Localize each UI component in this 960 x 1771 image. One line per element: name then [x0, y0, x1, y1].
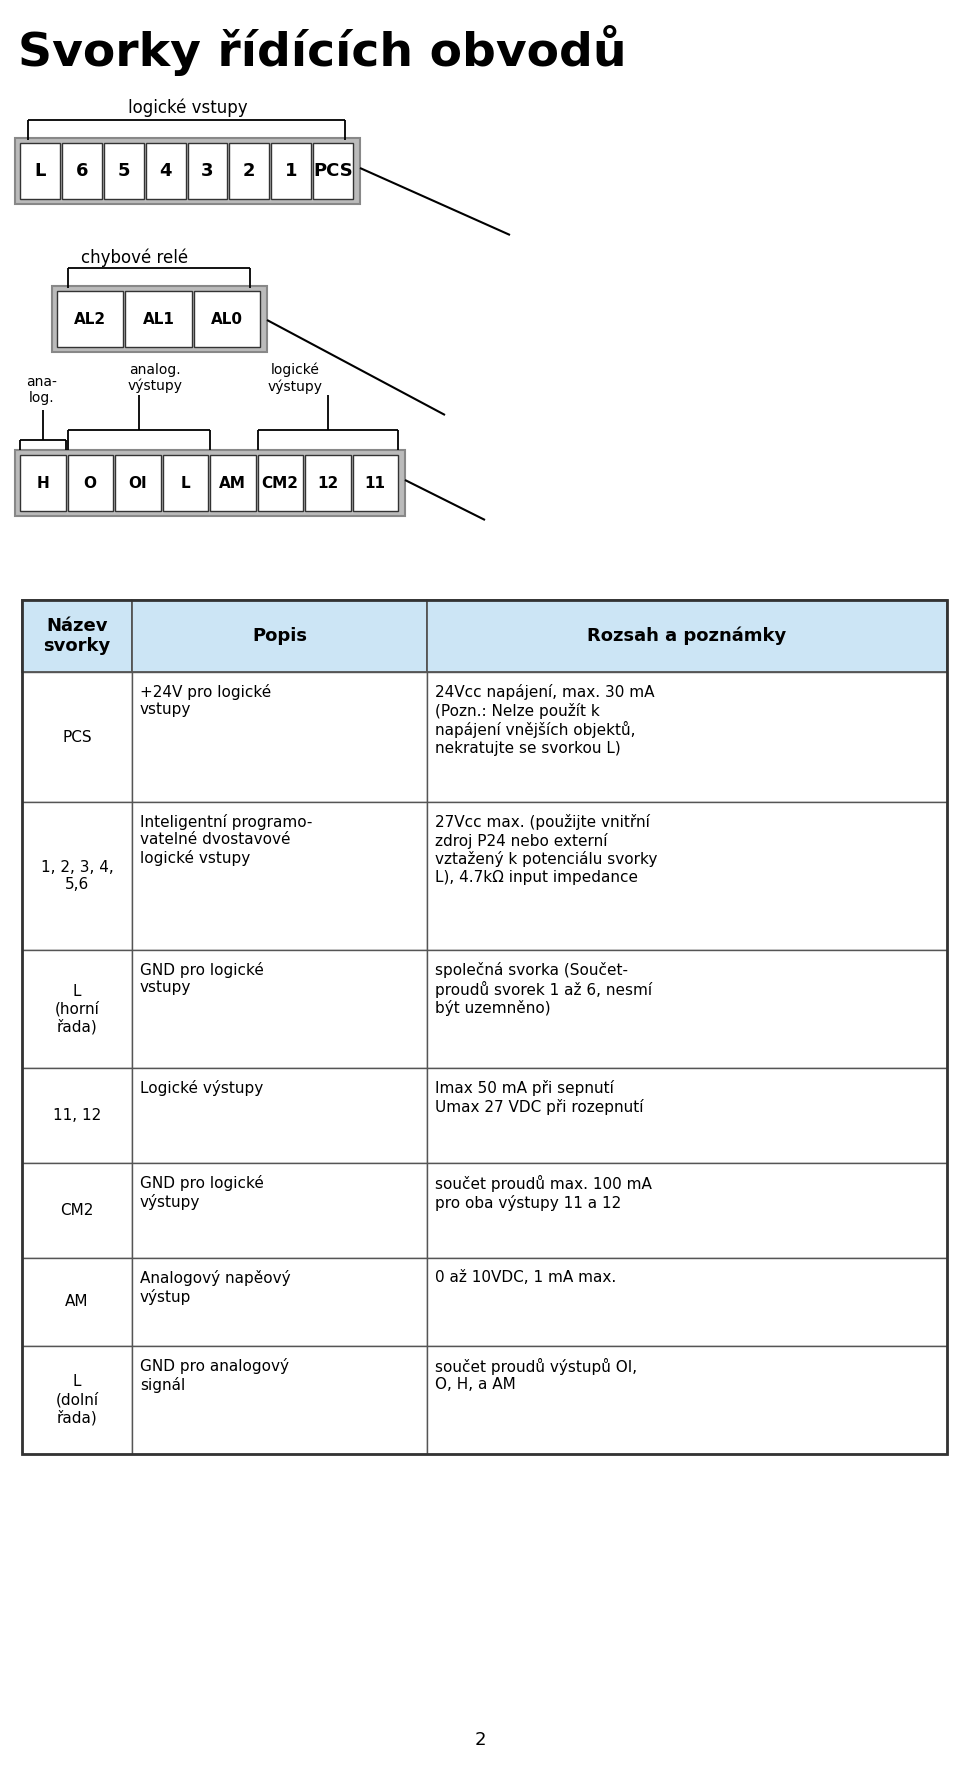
Text: L
(horní
řada): L (horní řada) — [55, 983, 100, 1034]
Bar — [132, 1068, 427, 1164]
Bar — [61, 143, 102, 198]
Bar — [126, 290, 192, 347]
Text: Imax 50 mA při sepnutí
Umax 27 VDC při rozepnutí: Imax 50 mA při sepnutí Umax 27 VDC při r… — [435, 1080, 643, 1114]
Bar — [427, 1257, 947, 1346]
Bar — [22, 1257, 132, 1346]
Text: Rozsah a poznámky: Rozsah a poznámky — [588, 627, 786, 645]
Bar — [305, 455, 350, 512]
Text: O: O — [84, 475, 97, 491]
Bar — [146, 143, 185, 198]
Text: 0 až 10VDC, 1 mA max.: 0 až 10VDC, 1 mA max. — [435, 1270, 616, 1286]
Bar — [427, 671, 947, 802]
Bar — [427, 949, 947, 1068]
Bar — [52, 285, 267, 352]
Text: CM2: CM2 — [60, 1203, 94, 1218]
Bar — [132, 1346, 427, 1454]
Text: Inteligentní programo-
vatelné dvostavové
logické vstupy: Inteligentní programo- vatelné dvostavov… — [140, 815, 312, 866]
Text: 24Vᴄᴄ napájení, max. 30 mA
(Pozn.: Nelze použít k
napájení vnějších objektů,
nek: 24Vᴄᴄ napájení, max. 30 mA (Pozn.: Nelze… — [435, 684, 655, 756]
Text: AM: AM — [219, 475, 246, 491]
Text: Logické výstupy: Logické výstupy — [140, 1080, 263, 1096]
Text: AL1: AL1 — [143, 312, 175, 326]
Text: 27Vᴄᴄ max. (použijte vnitřní
zdroj P24 nebo externí
vztažený k potenciálu svorky: 27Vᴄᴄ max. (použijte vnitřní zdroj P24 n… — [435, 815, 658, 884]
Bar — [22, 600, 132, 671]
Text: PCS: PCS — [313, 161, 353, 181]
Bar — [427, 1068, 947, 1164]
Bar — [22, 1068, 132, 1164]
Bar — [210, 455, 255, 512]
Bar — [104, 143, 144, 198]
Bar — [20, 143, 60, 198]
Bar — [229, 143, 269, 198]
Bar — [15, 138, 360, 204]
Bar — [22, 1164, 132, 1257]
Text: AM: AM — [65, 1295, 88, 1309]
Bar — [132, 949, 427, 1068]
Text: GND pro analogový
signál: GND pro analogový signál — [140, 1358, 289, 1392]
Bar — [57, 290, 123, 347]
Bar — [427, 1164, 947, 1257]
Text: 11, 12: 11, 12 — [53, 1109, 101, 1123]
Text: součet proudů max. 100 mA
pro oba výstupy 11 a 12: součet proudů max. 100 mA pro oba výstup… — [435, 1174, 652, 1211]
Bar — [67, 455, 113, 512]
Text: analog.
výstupy: analog. výstupy — [128, 363, 182, 393]
Bar — [187, 143, 228, 198]
Bar — [352, 455, 398, 512]
Bar — [162, 455, 208, 512]
Text: Název
svorky: Název svorky — [43, 616, 110, 655]
Bar — [22, 802, 132, 949]
Bar — [132, 1257, 427, 1346]
Text: Popis: Popis — [252, 627, 307, 645]
Text: 11: 11 — [365, 475, 386, 491]
Text: GND pro logické
vstupy: GND pro logické vstupy — [140, 962, 264, 995]
Bar — [272, 143, 311, 198]
Text: 1: 1 — [285, 161, 298, 181]
Text: OI: OI — [129, 475, 147, 491]
Bar — [22, 600, 947, 1454]
Bar — [427, 600, 947, 671]
Bar — [20, 455, 65, 512]
Text: chybové relé: chybové relé — [82, 248, 188, 267]
Bar — [15, 450, 405, 515]
Text: H: H — [36, 475, 49, 491]
Text: 3: 3 — [202, 161, 214, 181]
Bar — [427, 1346, 947, 1454]
Text: 4: 4 — [159, 161, 172, 181]
Text: AL0: AL0 — [211, 312, 243, 326]
Bar — [257, 455, 303, 512]
Bar — [132, 802, 427, 949]
Text: L: L — [180, 475, 190, 491]
Text: GND pro logické
výstupy: GND pro logické výstupy — [140, 1174, 264, 1210]
Text: L: L — [35, 161, 46, 181]
Bar — [132, 671, 427, 802]
Text: Analogový napě̇ový
výstup: Analogový napě̇ový výstup — [140, 1270, 291, 1305]
Text: součet proudů výstupů OI,
O, H, a AM: součet proudů výstupů OI, O, H, a AM — [435, 1358, 637, 1392]
Text: Svorky řídících obvodů: Svorky řídících obvodů — [18, 25, 627, 76]
Text: +24V pro logické
vstupy: +24V pro logické vstupy — [140, 684, 272, 717]
Bar — [22, 1346, 132, 1454]
Text: PCS: PCS — [62, 730, 92, 744]
Bar — [22, 671, 132, 802]
Bar — [115, 455, 160, 512]
Text: 2: 2 — [243, 161, 255, 181]
Text: 1, 2, 3, 4,
5,6: 1, 2, 3, 4, 5,6 — [40, 859, 113, 893]
Text: ana-
log.: ana- log. — [27, 375, 58, 406]
Text: 5: 5 — [117, 161, 130, 181]
Bar — [313, 143, 353, 198]
Text: logické
výstupy: logické výstupy — [268, 363, 323, 393]
Bar — [132, 1164, 427, 1257]
Bar — [132, 600, 427, 671]
Text: CM2: CM2 — [262, 475, 299, 491]
Bar — [22, 949, 132, 1068]
Text: 12: 12 — [317, 475, 338, 491]
Text: 2: 2 — [474, 1730, 486, 1750]
Text: společná svorka (Součet-
proudů svorek 1 až 6, nesmí
být uzemněno): společná svorka (Součet- proudů svorek 1… — [435, 962, 652, 1017]
Bar — [194, 290, 260, 347]
Bar — [427, 802, 947, 949]
Text: AL2: AL2 — [74, 312, 107, 326]
Text: logické vstupy: logické vstupy — [129, 99, 248, 117]
Text: L
(dolní
řada): L (dolní řada) — [56, 1374, 99, 1426]
Text: 6: 6 — [76, 161, 88, 181]
